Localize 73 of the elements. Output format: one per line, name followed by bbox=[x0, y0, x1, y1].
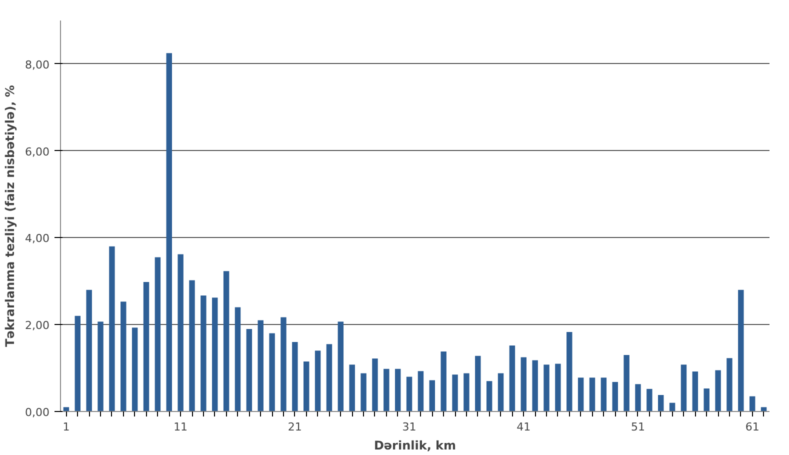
x-axis-title: Dərinlik, km bbox=[374, 438, 456, 452]
bar bbox=[394, 368, 401, 412]
bar bbox=[280, 317, 286, 412]
x-tick-label: 1 bbox=[62, 420, 70, 434]
bar bbox=[178, 254, 184, 412]
bar bbox=[429, 380, 436, 412]
bar bbox=[326, 344, 332, 412]
bar bbox=[464, 373, 470, 412]
bar bbox=[589, 378, 596, 412]
bar bbox=[715, 370, 721, 412]
bar bbox=[349, 364, 355, 412]
bar bbox=[132, 328, 138, 412]
bar bbox=[143, 282, 150, 412]
x-tick-label: 51 bbox=[630, 420, 645, 434]
bar bbox=[86, 290, 92, 412]
bar bbox=[509, 345, 516, 412]
bar bbox=[189, 280, 195, 412]
bar bbox=[120, 302, 126, 412]
bar bbox=[406, 376, 412, 412]
y-tick-label: 6,00 bbox=[25, 145, 50, 158]
bar bbox=[292, 342, 298, 412]
y-axis-title: Təkrarlanma tezliyi (faiz nisbətiylə), % bbox=[3, 85, 18, 347]
bar bbox=[475, 356, 481, 412]
x-tick-label: 41 bbox=[516, 420, 531, 434]
bar bbox=[749, 396, 756, 412]
bar bbox=[635, 384, 641, 412]
bar bbox=[544, 364, 550, 412]
bar bbox=[200, 296, 206, 412]
y-tick-label: 8,00 bbox=[25, 58, 50, 72]
bar bbox=[692, 372, 698, 412]
bar bbox=[166, 53, 172, 412]
bar bbox=[726, 358, 732, 412]
bar bbox=[600, 378, 607, 412]
bar bbox=[498, 373, 504, 412]
bar bbox=[304, 362, 310, 412]
bar bbox=[440, 352, 446, 412]
bar bbox=[418, 371, 424, 412]
bar bbox=[234, 307, 241, 412]
bar bbox=[520, 357, 526, 412]
bar bbox=[532, 360, 538, 412]
bar bbox=[109, 246, 115, 412]
bar bbox=[486, 381, 492, 412]
bar bbox=[452, 374, 458, 412]
bar bbox=[372, 358, 378, 412]
x-tick-label: 11 bbox=[174, 420, 188, 434]
y-tick-label: 2,00 bbox=[25, 319, 50, 332]
bar bbox=[738, 290, 744, 412]
bar bbox=[555, 364, 561, 412]
bar bbox=[246, 328, 252, 412]
bar bbox=[223, 271, 230, 412]
bar bbox=[680, 364, 687, 412]
bar bbox=[314, 350, 321, 412]
y-tick-label: 0,00 bbox=[25, 406, 50, 419]
bar bbox=[578, 378, 584, 412]
bar bbox=[612, 382, 618, 412]
bar bbox=[338, 322, 344, 412]
y-tick-label: 4,00 bbox=[25, 232, 50, 246]
bar bbox=[74, 316, 81, 412]
bar bbox=[269, 333, 275, 412]
bar bbox=[360, 373, 366, 412]
bar bbox=[624, 355, 630, 412]
x-tick-label: 21 bbox=[288, 420, 302, 434]
bar bbox=[258, 320, 264, 412]
x-tick-label: 31 bbox=[402, 420, 416, 434]
bar bbox=[384, 368, 390, 412]
bar bbox=[704, 388, 710, 412]
bar bbox=[646, 388, 652, 412]
bar bbox=[212, 298, 218, 412]
x-tick-label: 61 bbox=[745, 420, 760, 434]
bar bbox=[658, 394, 664, 412]
bar bbox=[154, 257, 161, 412]
bar bbox=[566, 332, 572, 412]
bar bbox=[98, 322, 104, 412]
